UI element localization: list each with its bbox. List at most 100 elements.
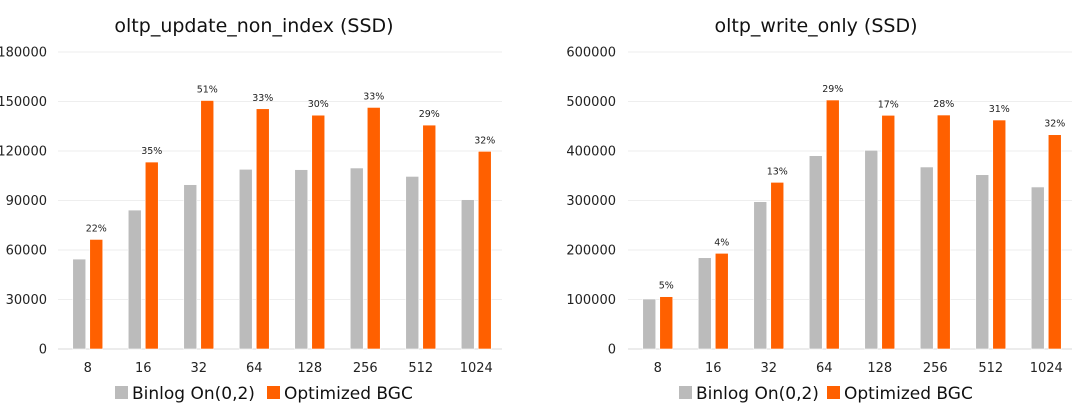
x-tick-label: 8 — [84, 361, 92, 376]
bar-binlog-on — [238, 169, 253, 350]
bar-optimized-bgc — [477, 151, 492, 350]
bar-binlog-on — [697, 257, 712, 350]
improvement-label: 30% — [308, 99, 329, 110]
x-tick-label: 64 — [246, 361, 263, 376]
bar-binlog-on — [864, 150, 879, 350]
bar-binlog-on — [975, 174, 990, 350]
y-tick-label: 500000 — [566, 95, 616, 110]
bar-binlog-on — [294, 169, 309, 350]
improvement-label: 4% — [714, 237, 729, 248]
y-tick-label: 60000 — [6, 244, 47, 259]
x-axis-ticks: 8 16 32 64 128 256 512 1024 — [84, 361, 493, 376]
x-axis-ticks: 8 16 32 64 128 256 512 1024 — [654, 361, 1063, 376]
x-tick-label: 64 — [816, 361, 833, 376]
bar-binlog-on — [405, 176, 420, 350]
legend-swatch-optimized — [267, 386, 280, 399]
x-tick-label: 512 — [978, 361, 1003, 376]
bar-optimized-bgc — [881, 115, 896, 350]
chart-oltp-update-non-index: oltp_update_non_index (SSD) 0 30000 60000 9… — [0, 15, 502, 404]
x-tick-label: 16 — [135, 361, 152, 376]
bar-binlog-on — [919, 166, 934, 350]
improvement-label: 29% — [822, 84, 843, 95]
bar-binlog-on — [753, 201, 768, 350]
bar-binlog-on — [349, 167, 364, 350]
bar-optimized-bgc — [770, 182, 785, 350]
y-tick-label: 400000 — [566, 145, 616, 160]
bar-optimized-bgc — [992, 119, 1007, 350]
improvement-label: 32% — [1044, 119, 1065, 130]
improvement-label: 17% — [878, 99, 899, 110]
improvement-label: 51% — [197, 85, 218, 96]
bar-optimized-bgc — [1047, 134, 1062, 350]
bar-binlog-on — [183, 184, 198, 350]
y-tick-label: 150000 — [0, 95, 47, 110]
bar-optimized-bgc — [422, 124, 437, 350]
legend-swatch-optimized — [827, 386, 840, 399]
bar-optimized-bgc — [366, 107, 381, 350]
improvement-label: 31% — [989, 104, 1010, 115]
y-tick-label: 300000 — [566, 194, 616, 209]
improvement-label: 5% — [659, 281, 674, 292]
legend: Binlog On(0,2) Optimized BGC — [679, 384, 973, 404]
legend-swatch-binlog — [679, 386, 692, 399]
bar-binlog-on — [642, 298, 657, 350]
x-tick-label: 128 — [297, 361, 322, 376]
legend-label-optimized: Optimized BGC — [844, 384, 973, 404]
bars — [72, 100, 492, 350]
y-tick-label: 120000 — [0, 145, 47, 160]
y-tick-label: 100000 — [566, 293, 616, 308]
x-tick-label: 256 — [353, 361, 378, 376]
y-tick-label: 30000 — [6, 293, 47, 308]
improvement-label: 28% — [933, 99, 954, 110]
y-tick-label: 0 — [608, 343, 616, 358]
bar-optimized-bgc — [659, 296, 674, 350]
bars — [642, 99, 1062, 350]
bar-optimized-bgc — [311, 114, 326, 350]
y-tick-label: 0 — [39, 343, 47, 358]
x-tick-label: 32 — [760, 361, 777, 376]
x-tick-label: 32 — [190, 361, 207, 376]
y-axis-ticks: 0 30000 60000 90000 120000 150000 180000 — [0, 46, 47, 358]
x-tick-label: 512 — [408, 361, 433, 376]
chart-title: oltp_write_only (SSD) — [715, 15, 918, 37]
x-tick-label: 128 — [867, 361, 892, 376]
legend-label-binlog: Binlog On(0,2) — [696, 384, 819, 404]
bar-optimized-bgc — [255, 108, 270, 350]
bar-optimized-bgc — [200, 100, 215, 350]
improvement-label: 22% — [86, 223, 107, 234]
improvement-label: 29% — [419, 109, 440, 120]
x-tick-label: 8 — [654, 361, 662, 376]
legend: Binlog On(0,2) Optimized BGC — [115, 384, 413, 404]
y-tick-label: 180000 — [0, 46, 47, 61]
bar-optimized-bgc — [89, 239, 104, 350]
x-tick-label: 256 — [923, 361, 948, 376]
legend-label-binlog: Binlog On(0,2) — [132, 384, 255, 404]
bar-optimized-bgc — [825, 99, 840, 350]
bar-optimized-bgc — [144, 161, 159, 350]
improvement-label: 13% — [767, 166, 788, 177]
bar-binlog-on — [72, 258, 87, 350]
improvement-label: 32% — [474, 135, 495, 146]
bar-binlog-on — [460, 199, 475, 350]
x-tick-label: 16 — [705, 361, 722, 376]
bar-binlog-on — [127, 209, 142, 350]
x-tick-label: 1024 — [460, 361, 493, 376]
legend-swatch-binlog — [115, 386, 128, 399]
improvement-label: 33% — [363, 91, 384, 102]
chart-title: oltp_update_non_index (SSD) — [114, 15, 393, 37]
y-tick-label: 600000 — [566, 46, 616, 61]
bar-binlog-on — [808, 155, 823, 350]
legend-label-optimized: Optimized BGC — [284, 384, 413, 404]
improvement-label: 33% — [252, 93, 273, 104]
bar-optimized-bgc — [714, 253, 729, 350]
bar-binlog-on — [1030, 186, 1045, 350]
y-axis-ticks: 0 100000 200000 300000 400000 500000 600000 — [566, 46, 616, 358]
bar-optimized-bgc — [936, 114, 951, 350]
y-tick-label: 90000 — [6, 194, 47, 209]
data-labels: 22% 35% 51% 33% 30% 33% 29% 32% — [86, 85, 496, 235]
data-labels: 5% 4% 13% 29% 17% 28% 31% 32% — [659, 84, 1066, 292]
x-tick-label: 1024 — [1030, 361, 1063, 376]
y-tick-label: 200000 — [566, 244, 616, 259]
improvement-label: 35% — [141, 146, 162, 157]
